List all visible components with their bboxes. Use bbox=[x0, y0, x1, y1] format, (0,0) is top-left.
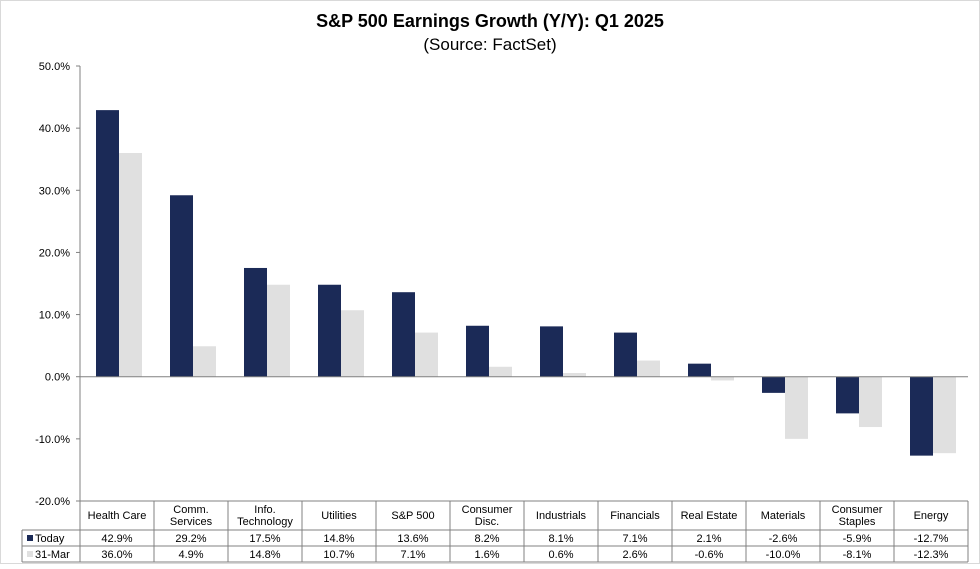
y-tick-label: -20.0% bbox=[35, 496, 70, 508]
data-label: -8.1% bbox=[843, 549, 872, 561]
category-label: Info. bbox=[254, 504, 275, 516]
category-label: Services bbox=[170, 516, 213, 528]
category-label: Utilities bbox=[321, 510, 357, 522]
data-label: 7.1% bbox=[400, 549, 425, 561]
bar-31-mar bbox=[489, 366, 512, 377]
bar-today bbox=[318, 284, 341, 377]
bar-today bbox=[540, 326, 563, 377]
y-tick-label: 20.0% bbox=[39, 247, 70, 259]
data-label: 17.5% bbox=[249, 533, 280, 545]
bar-31-mar bbox=[785, 376, 808, 439]
bar-31-mar bbox=[193, 346, 216, 377]
data-label: 8.2% bbox=[474, 533, 499, 545]
data-label: 42.9% bbox=[101, 533, 132, 545]
bar-today bbox=[688, 363, 711, 377]
y-tick-label: 40.0% bbox=[39, 123, 70, 135]
bar-today bbox=[392, 292, 415, 377]
y-tick-label: 30.0% bbox=[39, 185, 70, 197]
bar-today bbox=[836, 376, 859, 414]
data-label: -5.9% bbox=[843, 533, 872, 545]
data-label: 0.6% bbox=[548, 549, 573, 561]
data-label: 36.0% bbox=[101, 549, 132, 561]
bar-31-mar bbox=[119, 153, 142, 377]
category-label: Industrials bbox=[536, 510, 587, 522]
category-label: Real Estate bbox=[681, 510, 738, 522]
bar-today bbox=[96, 110, 119, 377]
data-label: -12.7% bbox=[914, 533, 949, 545]
bar-31-mar bbox=[933, 376, 956, 454]
data-label: 1.6% bbox=[474, 549, 499, 561]
y-tick-label: 10.0% bbox=[39, 310, 70, 322]
bar-today bbox=[170, 195, 193, 377]
bar-today bbox=[910, 376, 933, 456]
category-label: Staples bbox=[839, 516, 876, 528]
data-label: -2.6% bbox=[769, 533, 798, 545]
data-label: 14.8% bbox=[323, 533, 354, 545]
category-label: Financials bbox=[610, 510, 660, 522]
bar-31-mar bbox=[711, 376, 734, 381]
data-label: -0.6% bbox=[695, 549, 724, 561]
data-label: 2.1% bbox=[696, 533, 721, 545]
category-label: Materials bbox=[761, 510, 806, 522]
category-label: Consumer bbox=[832, 504, 883, 516]
bar-31-mar bbox=[341, 310, 364, 377]
data-label: -12.3% bbox=[914, 549, 949, 561]
bar-31-mar bbox=[859, 376, 882, 428]
legend-label: Today bbox=[35, 533, 65, 545]
category-label: Health Care bbox=[88, 510, 147, 522]
data-label: 10.7% bbox=[323, 549, 354, 561]
data-label: 13.6% bbox=[397, 533, 428, 545]
bar-31-mar bbox=[415, 332, 438, 377]
category-label: Disc. bbox=[475, 516, 499, 528]
category-label: Technology bbox=[237, 516, 293, 528]
legend-swatch bbox=[27, 551, 33, 557]
category-label: S&P 500 bbox=[391, 510, 434, 522]
legend-label: 31-Mar bbox=[35, 549, 70, 561]
category-label: Energy bbox=[914, 510, 949, 522]
data-label: 14.8% bbox=[249, 549, 280, 561]
bar-today bbox=[244, 267, 267, 377]
data-label: 2.6% bbox=[622, 549, 647, 561]
y-tick-label: 50.0% bbox=[39, 61, 70, 73]
bar-31-mar bbox=[637, 360, 660, 377]
data-label: 7.1% bbox=[622, 533, 647, 545]
category-label: Consumer bbox=[462, 504, 513, 516]
data-label: 4.9% bbox=[178, 549, 203, 561]
bar-today bbox=[762, 376, 785, 393]
bar-31-mar bbox=[267, 284, 290, 377]
bar-31-mar bbox=[563, 372, 586, 377]
chart-subtitle: (Source: FactSet) bbox=[423, 35, 556, 54]
data-label: 8.1% bbox=[548, 533, 573, 545]
category-label: Comm. bbox=[173, 504, 208, 516]
y-tick-label: 0.0% bbox=[45, 372, 70, 384]
data-label: -10.0% bbox=[766, 549, 801, 561]
y-tick-label: -10.0% bbox=[35, 434, 70, 446]
bar-today bbox=[614, 332, 637, 377]
bar-today bbox=[466, 325, 489, 377]
data-label: 29.2% bbox=[175, 533, 206, 545]
chart-title: S&P 500 Earnings Growth (Y/Y): Q1 2025 bbox=[316, 11, 664, 31]
legend-swatch bbox=[27, 535, 33, 541]
